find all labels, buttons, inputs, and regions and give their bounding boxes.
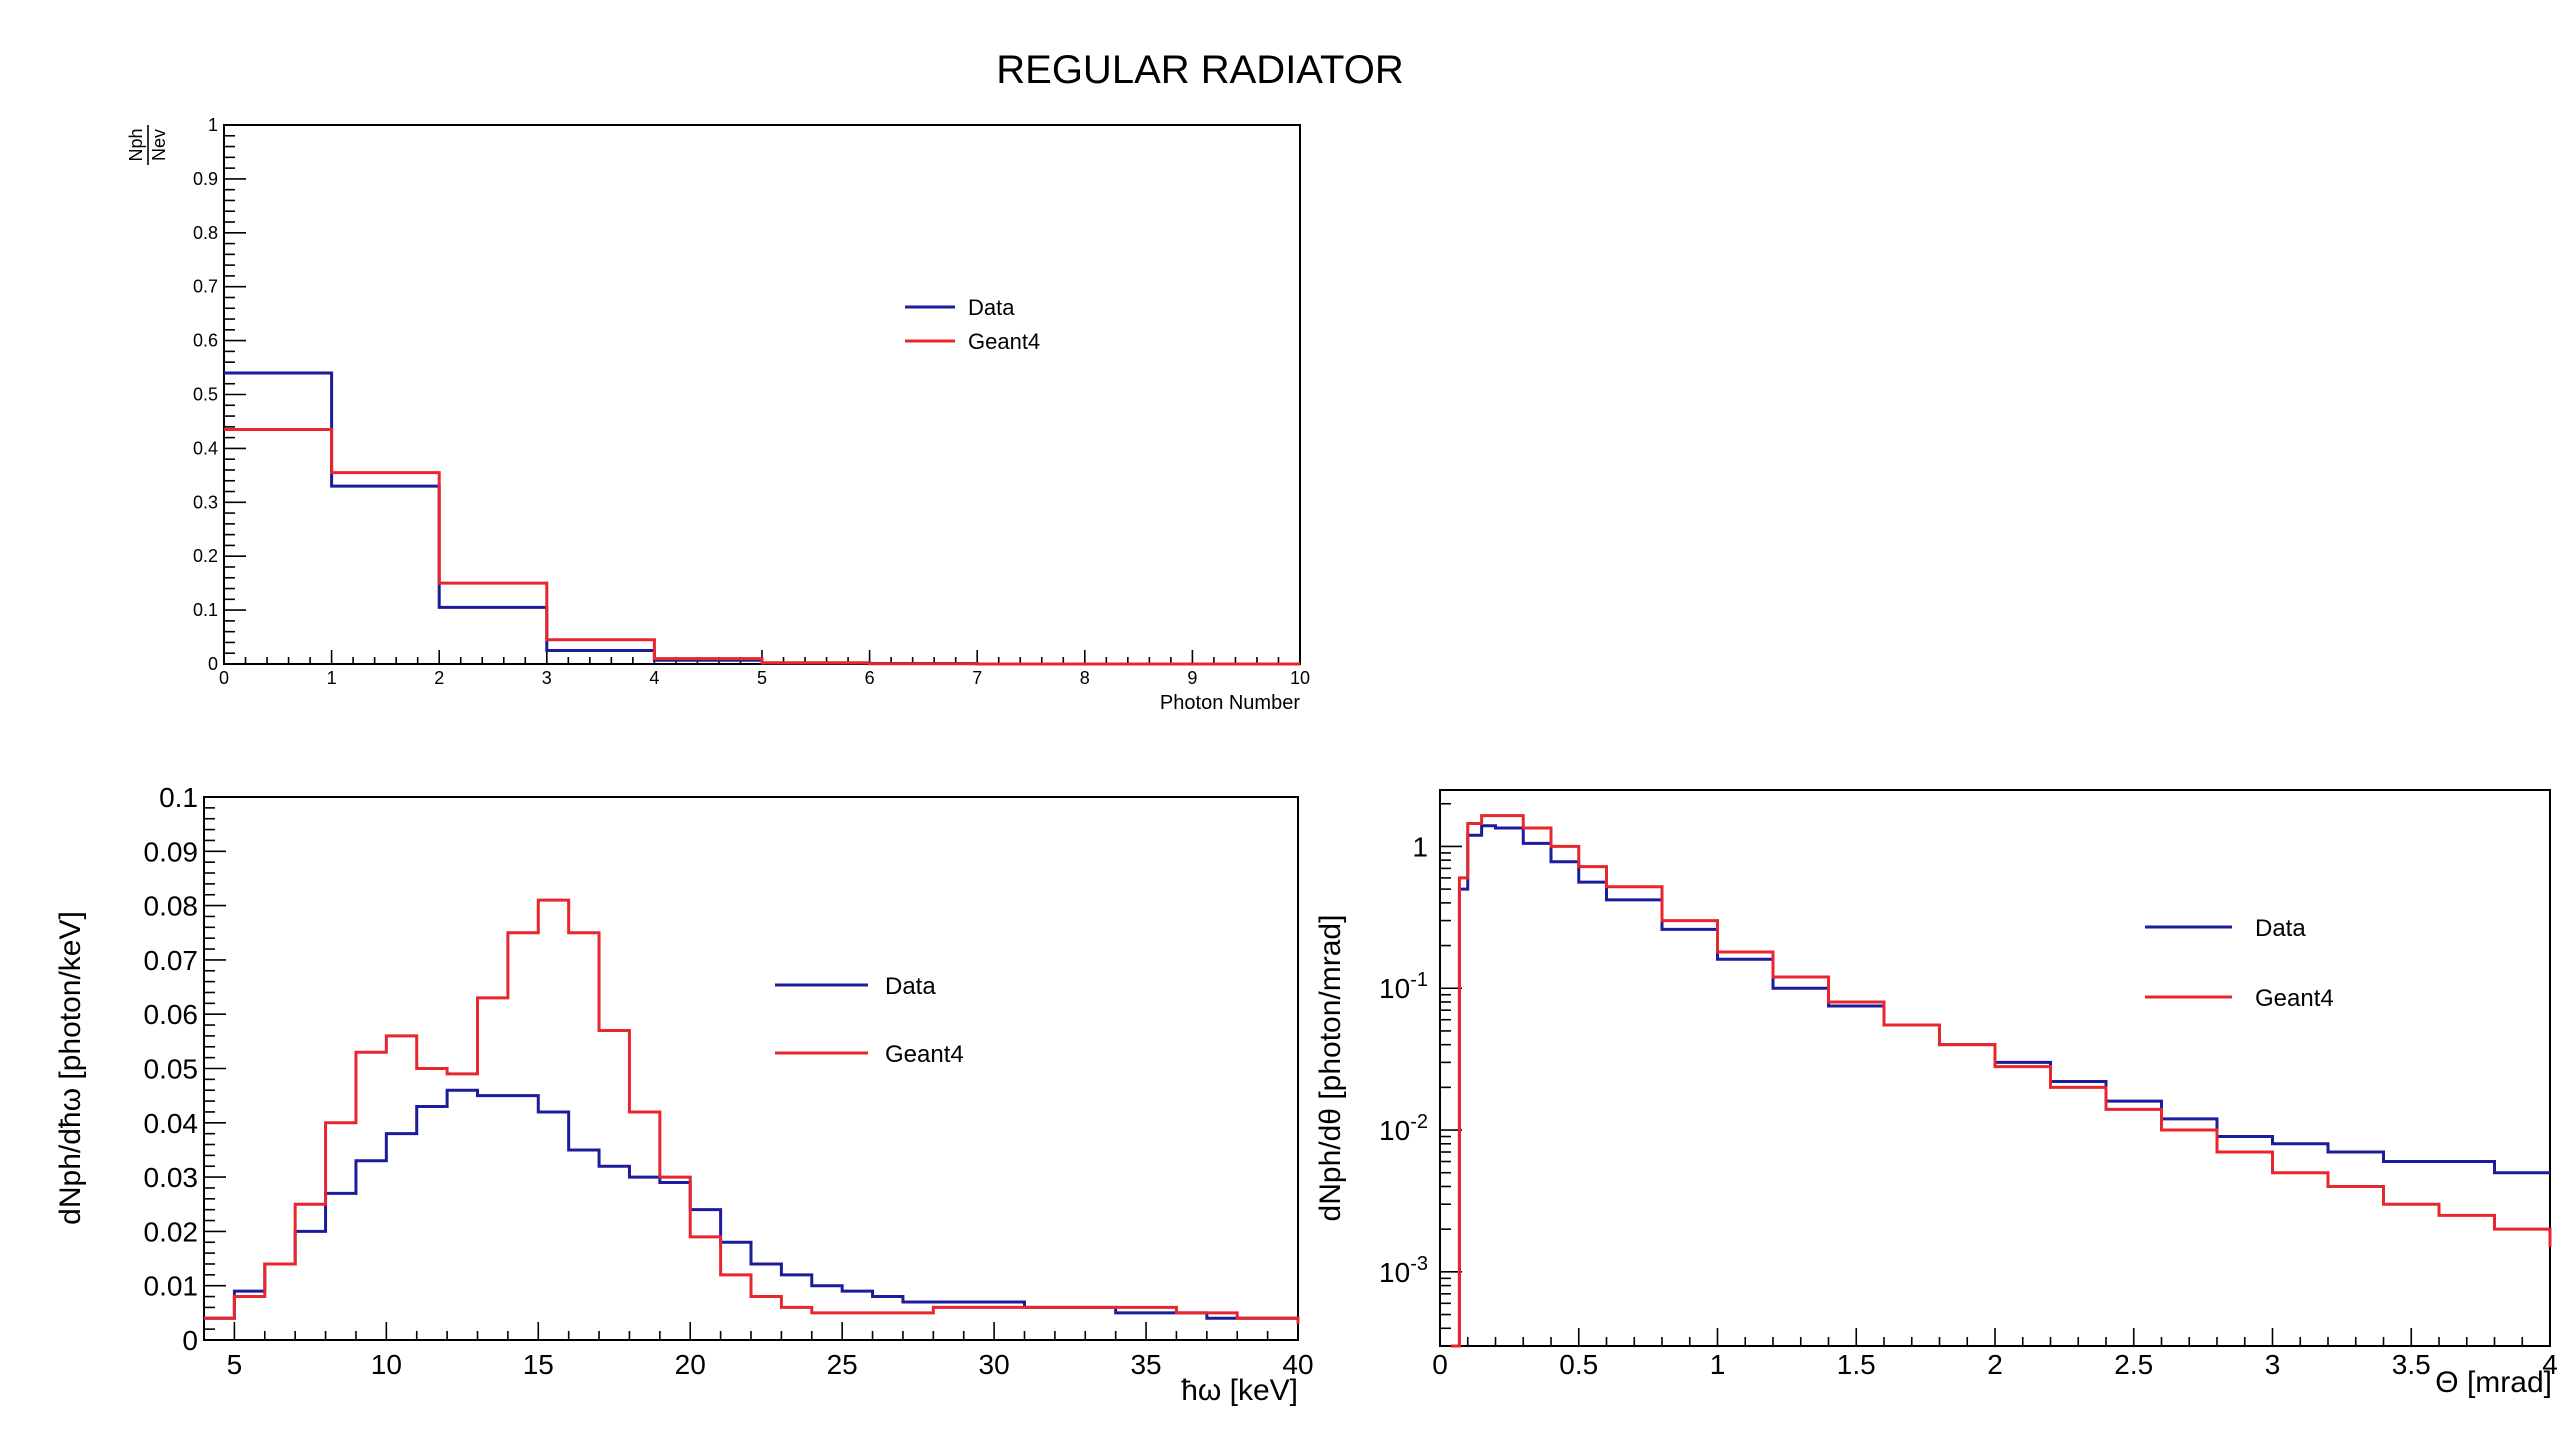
x-tick-label: 5 [757,668,767,688]
y-tick-label: 0.08 [144,891,199,922]
page-title: REGULAR RADIATOR [996,48,1404,92]
y-tick-label: 1 [208,115,218,135]
x-tick-label: 6 [865,668,875,688]
series-geant4-line [1451,814,2552,1348]
x-tick-label: 1 [327,668,337,688]
x-tick-label: 20 [675,1349,706,1380]
x-tick-label: 15 [523,1349,554,1380]
legend-label-geant4: Geant4 [2255,985,2334,1012]
y-tick-label: 0.04 [144,1108,199,1139]
x-tick-label: 2.5 [2114,1349,2153,1380]
x-tick-label: 0.5 [1559,1349,1598,1380]
legend-label-geant4: Geant4 [968,329,1040,354]
x-tick-label: 10 [371,1349,402,1380]
x-tick-label: 0 [219,668,229,688]
y-axis-label: dNph/dθ [photon/mrad] [1314,915,1347,1222]
y-tick-label: 0.2 [193,546,218,566]
y-axis-label: dNph/dħω [photon/keV] [54,911,87,1225]
x-tick-label: 35 [1130,1349,1161,1380]
x-tick-label: 4 [649,668,659,688]
y-tick-label: 0.6 [193,331,218,351]
y-tick-label: 0 [208,654,218,674]
x-axis-label: Photon Number [1160,692,1300,714]
plot-frame [223,124,1301,665]
y-tick-label: 0.1 [159,782,198,813]
y-tick-label: 0.06 [144,999,199,1030]
x-tick-label: 0 [1432,1349,1448,1380]
y-tick-label: 10-3 [1379,1253,1428,1288]
x-tick-label: 4 [2542,1349,2558,1380]
chart-photon-number: 0 1 2 3 4 5 6 7 8 9 10 0 0.1 0.2 0.3 0.4 0.5 0.6 0.7 0.8 0.9… [126,115,1310,714]
chart-energy-spectrum: 5 10 15 20 25 30 35 40 0 0.01 0.02 0.03 0.04 0.05 0.06… [54,782,1314,1407]
legend-label-data: Data [885,973,936,1000]
y-axis-label-denominator: Nev [149,129,169,161]
x-axis-label: ħω [keV] [1181,1374,1298,1407]
x-tick-label: 40 [1282,1349,1313,1380]
x-tick-label: 3 [542,668,552,688]
legend-label-data: Data [2255,915,2306,942]
y-tick-label: 0.01 [144,1271,199,1302]
series-data-line [1451,824,2550,1348]
series-geant4-line [204,898,1300,1324]
y-tick-label: 0.9 [193,169,218,189]
y-tick-label: 0.1 [193,600,218,620]
legend-label-data: Data [968,295,1015,320]
y-tick-label: 0.8 [193,223,218,243]
x-tick-label: 2 [434,668,444,688]
y-tick-label: 0.05 [144,1054,199,1085]
x-tick-label: 8 [1080,668,1090,688]
x-axis-label: Θ [mrad] [2435,1366,2552,1399]
y-tick-label: 0.7 [193,277,218,297]
x-tick-label: 10 [1290,668,1310,688]
chart-angular-distribution: 0 0.5 1 1.5 2 2.5 3 3.5 4 10-3 10-2 10-1 1 Θ [mrad] dN… [1314,789,2558,1399]
legend-label-geant4: Geant4 [885,1041,964,1068]
x-tick-label: 2 [1987,1349,2003,1380]
x-tick-label: 9 [1187,668,1197,688]
y-tick-label: 0.02 [144,1216,199,1247]
y-tick-label: 0.4 [193,438,218,458]
x-tick-label: 7 [972,668,982,688]
x-tick-label: 30 [979,1349,1010,1380]
y-tick-label: 0.3 [193,492,218,512]
x-tick-label: 25 [827,1349,858,1380]
x-tick-label: 5 [227,1349,243,1380]
y-tick-label: 0.07 [144,945,199,976]
y-axis-label: Nph Nev [126,125,169,165]
x-tick-label: 1.5 [1837,1349,1876,1380]
y-axis-label-numerator: Nph [126,128,146,161]
series-data-line [224,371,1300,666]
x-tick-label: 3.5 [2392,1349,2431,1380]
y-tick-label: 10-1 [1379,969,1428,1004]
y-tick-label: 0.09 [144,836,199,867]
y-tick-label: 10-2 [1379,1111,1428,1146]
y-tick-label: 0 [182,1325,198,1356]
series-geant4-line [224,428,1300,666]
y-tick-label: 0.03 [144,1162,199,1193]
y-tick-label: 1 [1412,831,1428,862]
x-tick-label: 1 [1710,1349,1726,1380]
x-tick-label: 3 [2265,1349,2281,1380]
y-tick-label: 0.5 [193,385,218,405]
